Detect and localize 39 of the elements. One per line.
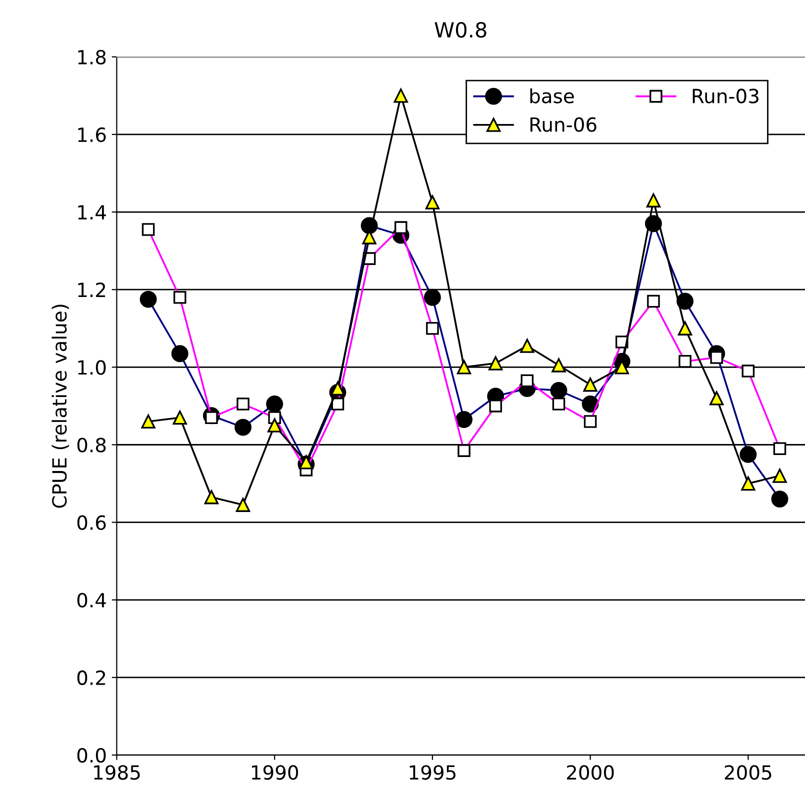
point [552,358,566,372]
y-tick-label: 1.2 [78,282,106,297]
y-tick-label: 1.6 [78,127,106,142]
point [299,455,314,470]
y-tick-label: 1.0 [78,360,106,375]
point [772,468,787,483]
y-tick-label: 1.4 [78,205,106,220]
point [330,381,345,396]
y-tick-label: 0.0 [77,748,106,763]
y-tick-label: 0.4 [77,592,106,608]
point [172,410,187,425]
point [204,490,219,504]
y-tick-label: 0.2 [77,670,106,686]
point [268,418,282,432]
y-tick-label: 0.8 [77,438,106,452]
point [425,195,440,210]
point [141,414,156,429]
x-tick-label: 1985 [94,765,140,780]
legend-label: Run-06 [530,117,596,132]
y-tick-label: 0.6 [77,515,106,530]
x-tick-label: 2005 [724,765,772,780]
point [456,360,472,374]
x-tick-label: 1995 [410,765,456,780]
y-tick-label: 1.8 [78,50,106,65]
point [236,498,250,512]
point [646,193,661,208]
point [583,378,598,392]
chart-title: W0.8 [434,22,486,38]
point [710,391,724,406]
point [678,321,692,336]
legend-label: Run-03 [692,88,758,104]
x-tick-label: 1990 [252,765,298,780]
point [488,356,503,370]
y-axis-title: CPUE (relative value) [52,304,70,508]
x-tick-label: 2000 [566,765,614,780]
point [394,88,408,103]
point [741,476,756,491]
point [520,338,534,353]
legend-label: base [530,88,574,104]
